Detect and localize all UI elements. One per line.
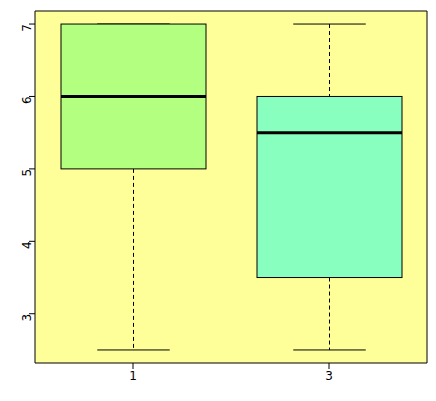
svg-text:3: 3 (325, 369, 333, 383)
svg-text:1: 1 (129, 369, 137, 383)
svg-text:7: 7 (20, 24, 34, 32)
svg-text:6: 6 (20, 96, 34, 104)
svg-text:3: 3 (20, 314, 34, 322)
svg-text:5: 5 (20, 169, 34, 177)
svg-text:4: 4 (20, 241, 34, 249)
